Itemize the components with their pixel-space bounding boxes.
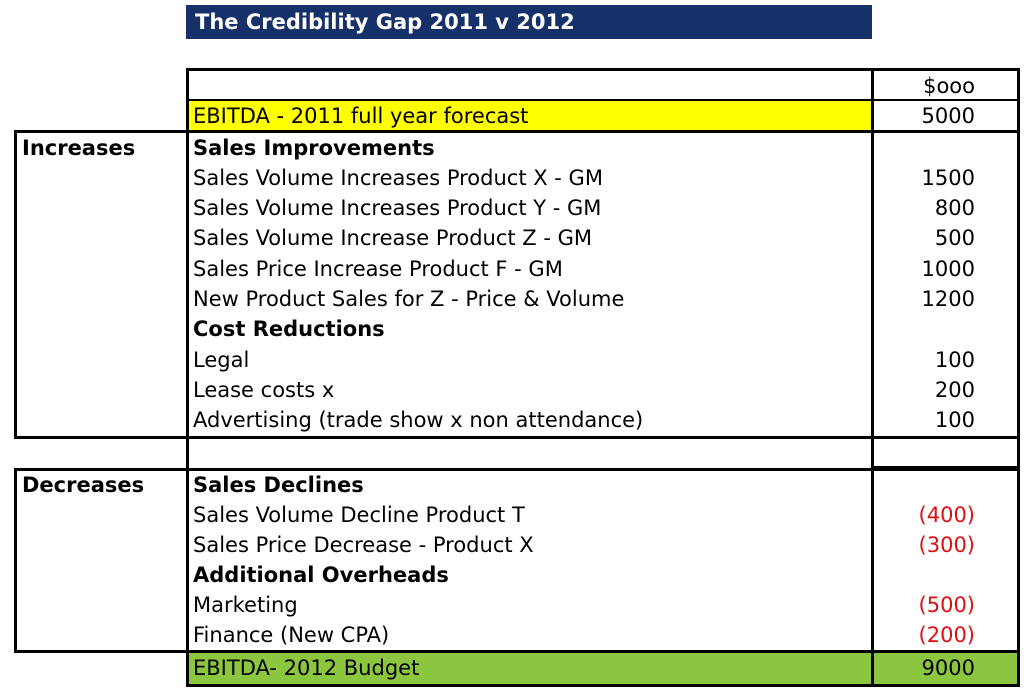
row-value-negative: (500): [918, 593, 975, 617]
opening-value: 5000: [921, 104, 975, 128]
grid-line: [14, 130, 1020, 133]
row-label: Sales Price Increase Product F - GM: [193, 257, 563, 281]
row-value: 1200: [921, 287, 975, 311]
row-label: Sales Volume Decline Product T: [193, 503, 525, 527]
grid-line: [186, 68, 1020, 71]
row-label: New Product Sales for Z - Price & Volume: [193, 287, 625, 311]
grid-line: [1017, 68, 1020, 687]
row-value: 100: [934, 348, 975, 372]
row-label: Sales Volume Increases Product X - GM: [193, 166, 603, 190]
grid-line: [14, 468, 1020, 471]
section-label-decreases: Decreases: [22, 473, 145, 497]
grid-line: [186, 684, 1020, 687]
units-header: $ooo: [923, 74, 975, 98]
closing-row-highlight: [188, 651, 1018, 684]
row-value: 200: [934, 378, 975, 402]
row-label: Sales Volume Increase Product Z - GM: [193, 226, 593, 250]
opening-label: EBITDA - 2011 full year forecast: [193, 104, 529, 128]
row-label: Advertising (trade show x non attendance…: [193, 408, 644, 432]
closing-label: EBITDA- 2012 Budget: [193, 656, 420, 680]
group-heading: Additional Overheads: [193, 563, 449, 587]
group-heading: Sales Declines: [193, 473, 364, 497]
grid-line: [186, 68, 189, 687]
opening-row-highlight: [188, 101, 872, 130]
page-title: The Credibility Gap 2011 v 2012: [186, 5, 872, 39]
grid-line: [14, 650, 1020, 653]
row-value: 500: [934, 226, 975, 250]
row-value: 100: [934, 408, 975, 432]
row-label: Marketing: [193, 593, 298, 617]
group-heading: Sales Improvements: [193, 136, 435, 160]
grid-line: [186, 99, 1020, 101]
row-value-negative: (300): [918, 533, 975, 557]
row-value-negative: (400): [918, 503, 975, 527]
row-label: Finance (New CPA): [193, 623, 390, 647]
row-value: 800: [934, 196, 975, 220]
grid-line: [14, 130, 17, 439]
grid-line: [872, 466, 1020, 468]
row-value-negative: (200): [918, 623, 975, 647]
section-label-increases: Increases: [22, 136, 136, 160]
row-label: Legal: [193, 348, 250, 372]
row-value: 1000: [921, 257, 975, 281]
grid-line: [14, 436, 1020, 439]
closing-value: 9000: [921, 656, 975, 680]
row-value: 1500: [921, 166, 975, 190]
row-label: Sales Price Decrease - Product X: [193, 533, 534, 557]
row-label: Sales Volume Increases Product Y - GM: [193, 196, 602, 220]
grid-line: [871, 68, 874, 687]
row-label: Lease costs x: [193, 378, 335, 402]
grid-line: [14, 468, 17, 653]
group-heading: Cost Reductions: [193, 317, 385, 341]
